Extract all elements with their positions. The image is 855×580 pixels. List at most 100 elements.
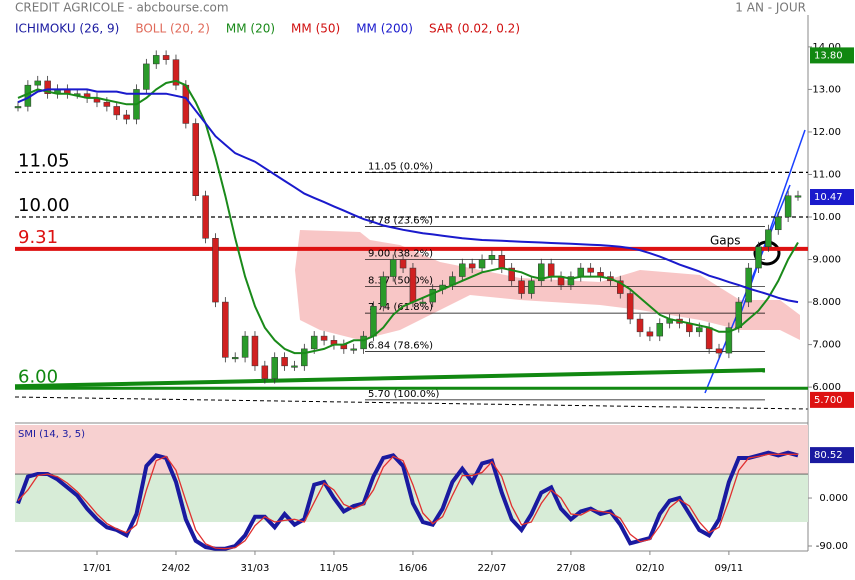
legend-entry: MM (200) (356, 22, 413, 36)
candle (14, 106, 22, 109)
candle (291, 365, 298, 368)
candle (459, 263, 466, 277)
candle (547, 263, 555, 277)
smi-line (17, 453, 798, 550)
candle (538, 263, 545, 282)
fib-label: 9.78 (23.6%) (368, 215, 433, 226)
legend-entry: BOLL (20, 2) (135, 22, 210, 36)
candle (587, 267, 594, 273)
header: CREDIT AGRICOLE - abcbourse.com (15, 1, 229, 15)
y-tick-label: 12.00 (812, 127, 841, 138)
ichimoku-cloud (295, 230, 800, 340)
candle (380, 276, 387, 307)
candle (646, 331, 654, 337)
candle (577, 267, 585, 277)
candle (301, 348, 308, 367)
overbought-zone (15, 425, 808, 475)
level-label: 11.05 (18, 150, 70, 171)
candle (755, 246, 762, 269)
candle (212, 238, 219, 303)
candle (152, 55, 160, 65)
smi-title: SMI (14, 3, 5) (18, 429, 85, 440)
ma-line (17, 88, 799, 304)
candle (360, 335, 367, 350)
annotation: Gaps (710, 234, 741, 248)
candle (794, 195, 802, 198)
candle (261, 365, 269, 379)
candle (626, 293, 634, 320)
x-tick-label: 16/06 (399, 563, 428, 574)
legend-entry: SAR (0.02, 0.2) (429, 22, 520, 36)
x-tick-label: 17/01 (83, 563, 112, 574)
candle (656, 323, 664, 337)
price-box (810, 391, 854, 408)
candle (202, 195, 209, 239)
candle (508, 267, 515, 282)
y-tick-label: -90.00 (816, 541, 848, 552)
candle (34, 80, 41, 86)
y-tick-label: 7.000 (812, 340, 841, 351)
candle (44, 80, 51, 94)
candle (705, 327, 713, 350)
legend-entry: ICHIMOKU (26, 9) (15, 22, 119, 36)
candle (429, 289, 436, 303)
candle (113, 106, 120, 116)
price-box-label: 5.700 (814, 395, 843, 406)
y-tick-label: 11.00 (812, 169, 841, 180)
y-tick-label: 0.000 (819, 493, 848, 504)
candle (310, 335, 318, 350)
candle (350, 348, 357, 351)
candle (419, 301, 427, 304)
candle (389, 259, 397, 277)
dashed-trend (14, 396, 809, 410)
x-tick-label: 02/10 (635, 563, 664, 574)
x-tick-label: 09/11 (714, 563, 743, 574)
candle (162, 55, 170, 60)
candle (172, 59, 180, 86)
y-tick-label: 8.000 (812, 297, 841, 308)
candle (399, 259, 407, 269)
candle (231, 357, 239, 360)
fib-label: 5.70 (100.0%) (368, 389, 439, 400)
candle (468, 263, 476, 269)
period: 1 AN - JOUR (735, 1, 806, 15)
candle (251, 335, 259, 367)
support-label: 6.00 (18, 366, 58, 387)
price-box (810, 189, 854, 206)
y-tick-label: 6.000 (812, 382, 841, 393)
candle (123, 114, 130, 120)
candle (567, 276, 575, 286)
y-tick-label: 14.00 (812, 42, 841, 53)
level-label: 10.00 (18, 195, 70, 216)
ma-line (17, 79, 799, 355)
fib-label: 6.84 (78.6%) (368, 340, 433, 351)
candle (528, 280, 535, 294)
candle (636, 318, 644, 333)
y-tick-label: 9.000 (812, 255, 841, 266)
candle (725, 327, 733, 354)
fib-label: 9.00 (38.2%) (368, 249, 433, 260)
y-tick-label: 10.00 (812, 212, 841, 223)
legend-entry: MM (20) (226, 22, 275, 36)
candle (735, 301, 743, 328)
fib-label: 8.37 (50.0%) (368, 275, 433, 286)
candle (784, 195, 792, 218)
smi-line (16, 450, 799, 551)
candle (320, 335, 328, 341)
price-box (810, 47, 854, 64)
x-tick-label: 22/07 (478, 563, 507, 574)
x-tick-label: 24/02 (162, 563, 191, 574)
fib-label: 11.05 (0.0%) (368, 161, 433, 172)
candle (715, 348, 723, 354)
candle (103, 101, 111, 107)
candle (241, 335, 249, 358)
candle (488, 255, 496, 260)
candle (182, 84, 190, 124)
support-line (14, 368, 766, 389)
y-tick-label: 13.00 (812, 84, 841, 95)
candle (478, 259, 486, 269)
candle (192, 123, 199, 196)
candle (775, 216, 782, 231)
candle (617, 280, 624, 294)
